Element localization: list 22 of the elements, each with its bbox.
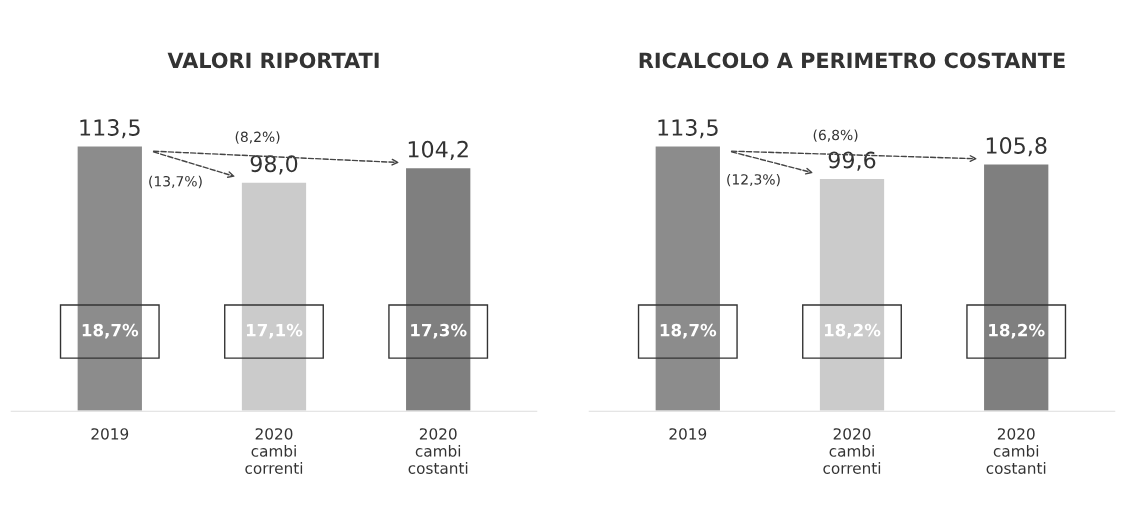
annotation: 18,7% bbox=[82, 323, 139, 339]
annotation: (13,7%) bbox=[149, 175, 202, 189]
data-label: 113,5 bbox=[658, 119, 718, 139]
chart-title: VALORI RIPORTATI bbox=[167, 52, 379, 69]
x-tick-label: 2019 bbox=[669, 428, 707, 440]
annotation: 17,3% bbox=[411, 323, 467, 339]
x-tick-label: 2020 cambi costanti bbox=[408, 428, 468, 474]
data-label: 113,5 bbox=[80, 119, 140, 139]
x-tick-label: 2020 cambi costanti bbox=[986, 428, 1046, 474]
data-label: 105,8 bbox=[986, 137, 1047, 157]
data-label: 98,0 bbox=[250, 155, 298, 175]
annotation: 18,2% bbox=[989, 323, 1045, 339]
x-tick-label: 2019 bbox=[91, 428, 129, 440]
x-tick-label: 2020 cambi correnti bbox=[823, 428, 881, 474]
text: (6,8%) bbox=[813, 129, 858, 142]
data-label: 99,6 bbox=[828, 151, 876, 171]
annotation: 18,7% bbox=[660, 323, 717, 339]
chart-title: RICALCOLO A PERIMETRO COSTANTE bbox=[639, 52, 1065, 69]
text: (8,2%) bbox=[235, 131, 280, 144]
x-tick-label: 2020 cambi correnti bbox=[245, 428, 303, 474]
data-label: 104,2 bbox=[408, 140, 468, 160]
annotation: (12,3%) bbox=[727, 173, 780, 187]
